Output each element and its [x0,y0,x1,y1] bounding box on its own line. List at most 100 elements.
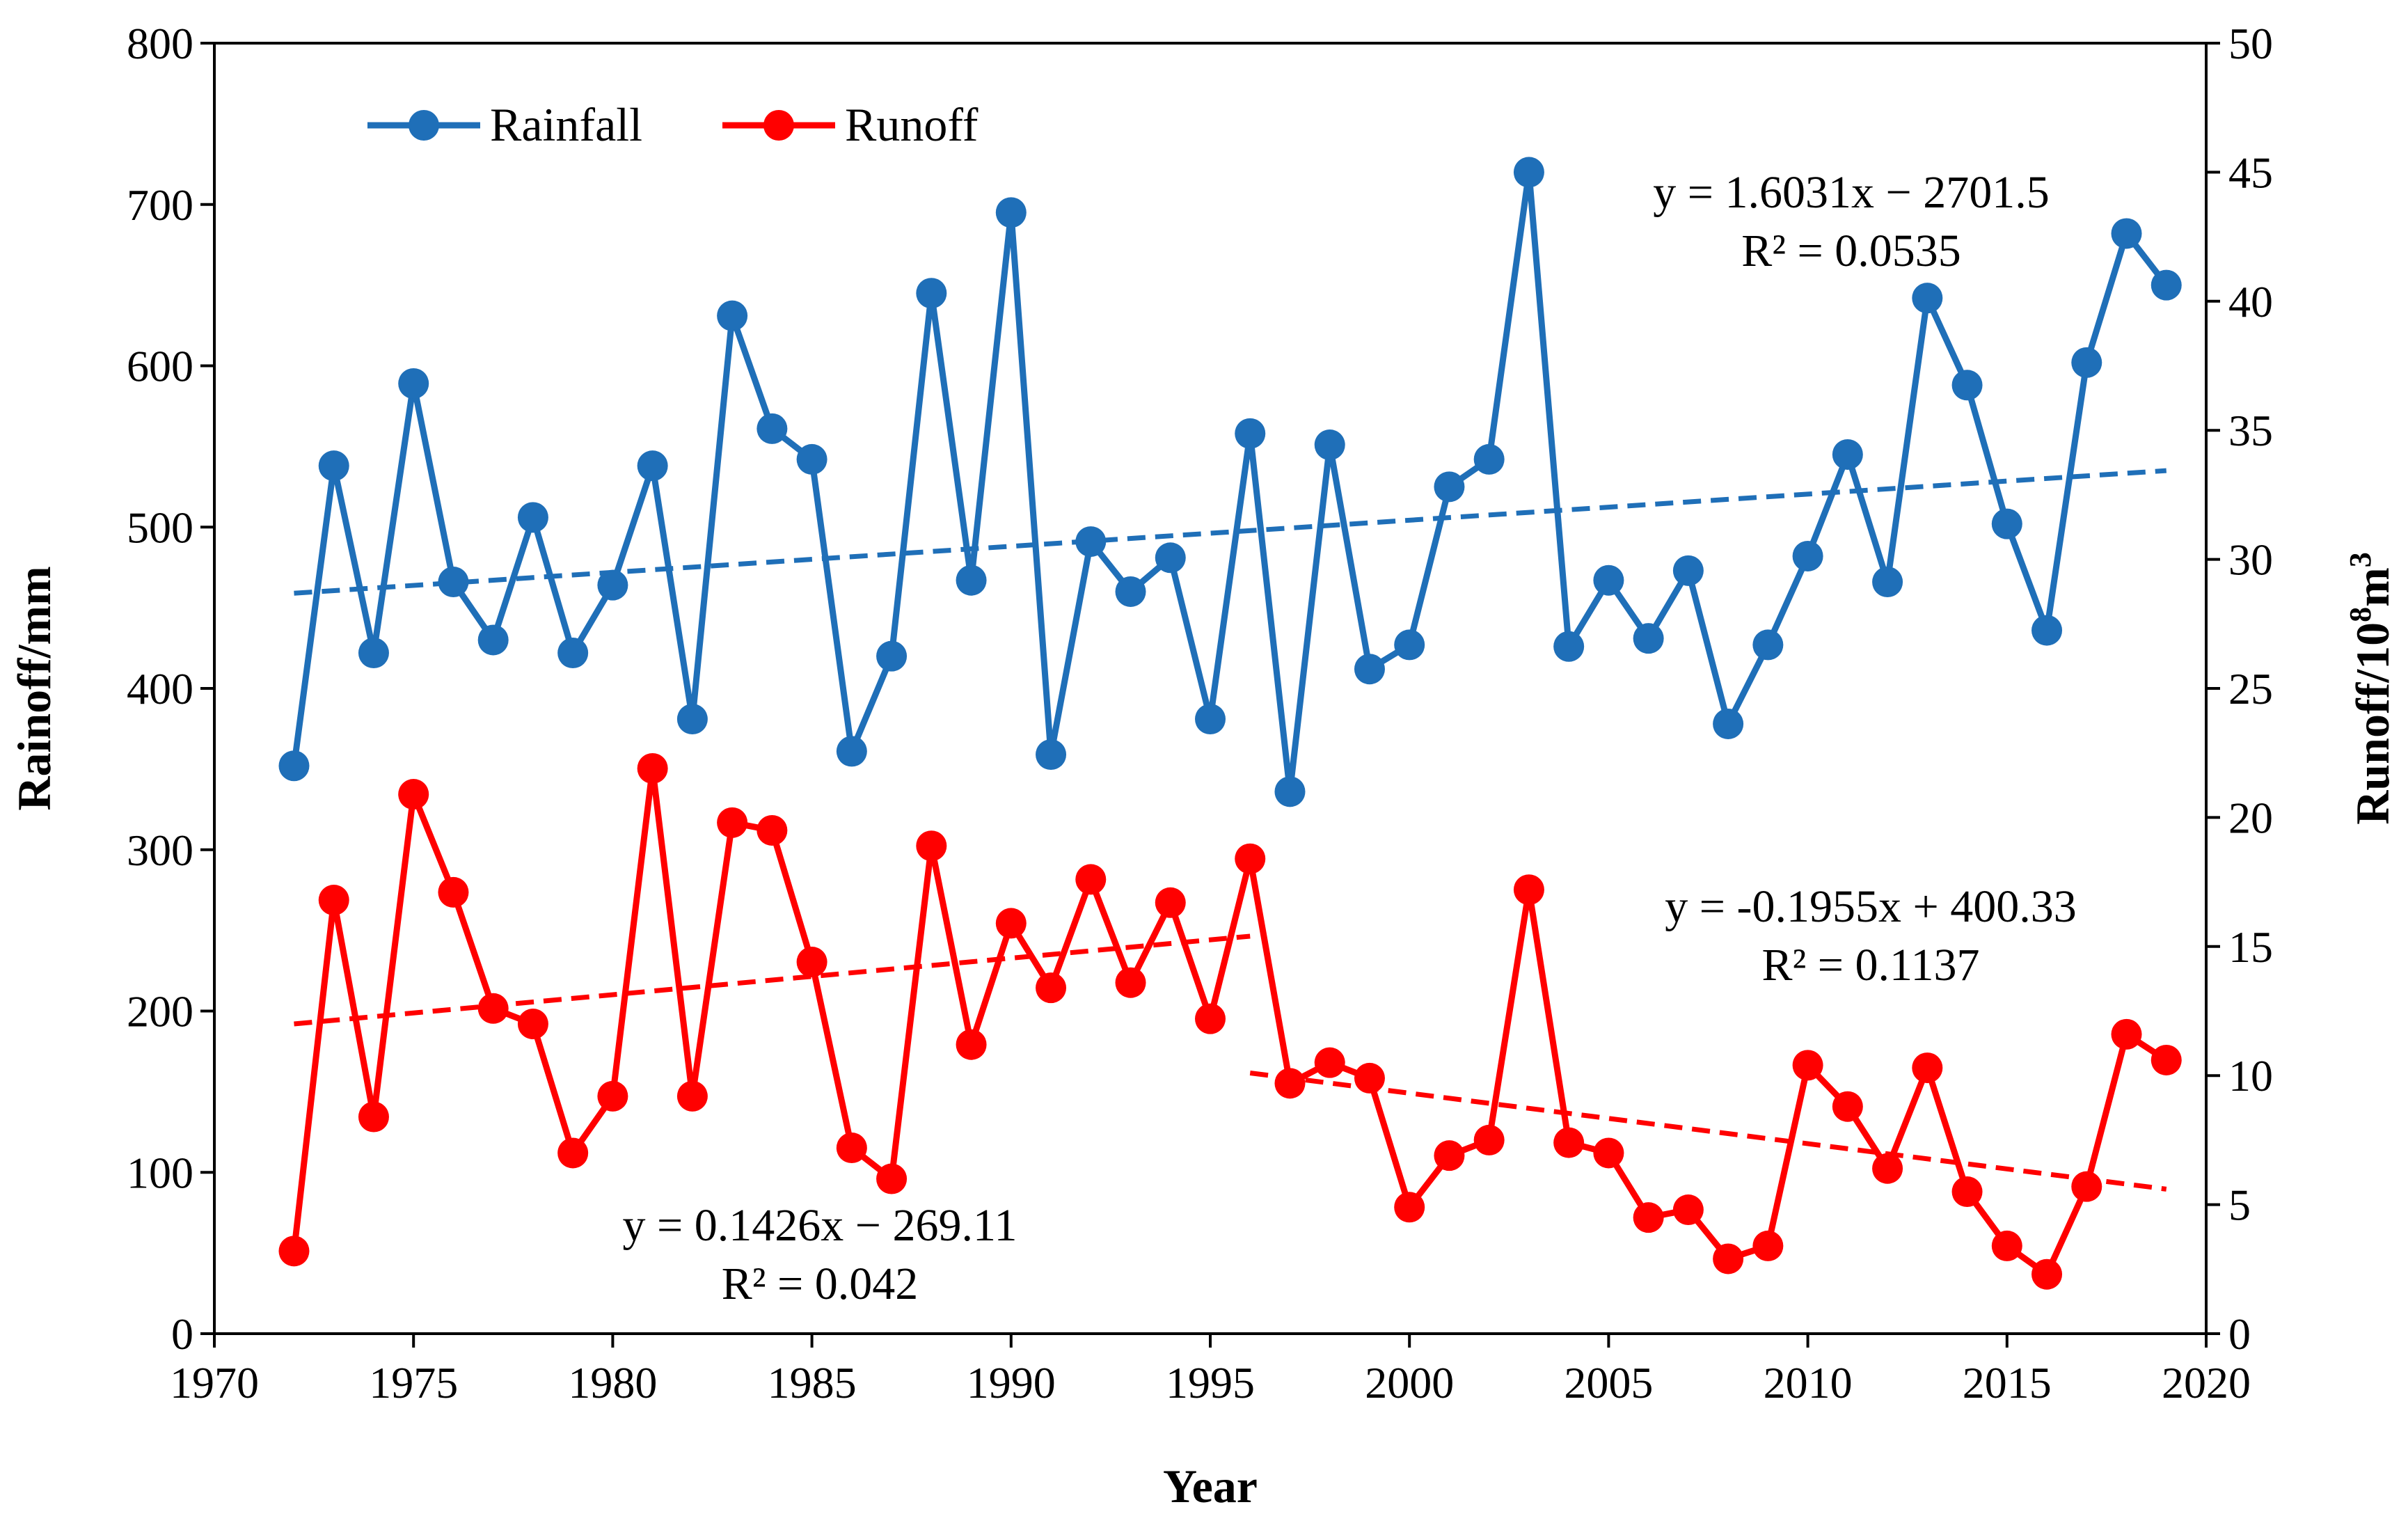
runoff-point [1713,1243,1744,1275]
x-tick-label: 2005 [1564,1358,1653,1407]
rainfall-point [2150,269,2182,301]
runoff-point [1235,843,1266,874]
rainfall-point [1553,631,1585,662]
rainfall-point [1912,283,1943,314]
y2-tick-label: 10 [2228,1051,2273,1100]
rainfall-point [2071,347,2102,378]
x-tick-label: 1975 [369,1358,458,1407]
rainfall-point [1872,567,1903,598]
rainfall-point [318,450,349,482]
runoff-point [477,993,509,1024]
x-tick-label: 2020 [2162,1358,2251,1407]
rainfall-point [1274,776,1306,807]
y2-axis-ticks: 0 5 10 15 20 25 30 35 40 45 50 [2206,19,2273,1359]
rainfall-point [1155,542,1186,574]
runoff-point [1792,1050,1823,1081]
y-tick-label: 800 [127,19,193,68]
runoff-point [1155,887,1186,918]
annotation-rainfall-trend: y = 1.6031x − 2701.5 R² = 0.0535 [1653,167,2049,276]
rainfall-point [1633,623,1664,654]
rainfall-point [796,443,827,475]
runoff-point [1394,1192,1425,1223]
y-tick-label: 600 [127,342,193,391]
annotation-rainfall-equation: y = 1.6031x − 2701.5 [1653,167,2049,218]
runoff-point [836,1133,867,1164]
y2-tick-label: 20 [2228,793,2273,842]
rainfall-point [1473,443,1505,475]
rainfall-point [1593,565,1624,596]
annotation-runoff-late-r2: R² = 0.1137 [1761,940,1979,991]
rainfall-point [757,413,788,444]
rainfall-point [477,624,509,656]
rainfall-point [1513,157,1544,188]
x-tick-label: 1970 [170,1358,259,1407]
runoff-point [1593,1137,1624,1169]
runoff-point [1115,967,1146,998]
runoff-point [757,814,788,846]
runoff-point [1434,1140,1465,1171]
legend-rainfall-label: Rainfall [490,98,642,151]
rainfall-point [2111,218,2142,249]
rainfall-point [1951,370,1983,401]
runoff-point [2031,1258,2063,1290]
runoff-point [1314,1047,1345,1078]
rainfall-point [1235,418,1266,449]
runoff-line [291,765,2169,1278]
annotation-runoff-early-equation: y = 0.1426x − 269.11 [623,1200,1017,1251]
trendline-runoff [294,933,1251,1027]
runoff-point [1832,1091,1863,1122]
legend-runoff-marker [763,110,794,141]
y2-tick-label: 5 [2228,1181,2251,1230]
x-tick-label: 1985 [768,1358,857,1407]
runoff-point [517,1009,548,1040]
runoff-point [318,885,349,916]
runoff-point [1951,1176,1983,1208]
rainfall-point [1075,526,1107,558]
y2-tick-label: 50 [2228,19,2273,68]
y-tick-label: 500 [127,503,193,552]
legend-runoff-label: Runoff [845,98,979,151]
runoff-point [876,1163,908,1194]
runoff-point [278,1236,310,1267]
rainfall-point [1354,654,1385,685]
rainfall-point [995,197,1027,228]
runoff-point [1752,1230,1784,1261]
y2-axis-title: Runoff/108m3 [2343,552,2399,825]
rainfall-point [398,368,429,399]
runoff-point [557,1137,589,1169]
rainfall-point [836,736,867,767]
y2-tick-label: 25 [2228,664,2273,713]
rainfall-point [637,450,668,482]
runoff-point [1473,1124,1505,1155]
rainfall-point [876,640,908,672]
runoff-point [1912,1052,1943,1084]
y-tick-label: 0 [171,1309,193,1359]
rainfall-point [1314,429,1345,461]
rainfall-point [438,567,469,598]
rainfall-point [916,278,947,309]
y2-tick-label: 15 [2228,922,2273,972]
rainfall-point [1752,629,1784,661]
x-tick-label: 1980 [568,1358,657,1407]
x-tick-label: 2015 [1963,1358,2052,1407]
runoff-point [916,830,947,862]
rainfall-point [1672,555,1704,586]
runoff-point [1075,864,1107,895]
runoff-point [1633,1202,1664,1233]
runoff-point [1991,1230,2022,1261]
legend-rainfall-marker [409,110,439,141]
annotation-runoff-early-r2: R² = 0.042 [722,1258,919,1309]
rainfall-point [278,750,310,782]
y-tick-label: 200 [127,987,193,1036]
series-layer [278,157,2182,1290]
y2-tick-label: 45 [2228,148,2273,197]
annotation-runoff-early-trend: y = 0.1426x − 269.11 R² = 0.042 [623,1200,1017,1309]
runoff-point [1195,1003,1226,1034]
runoff-point [956,1029,987,1060]
y-tick-label: 300 [127,826,193,875]
runoff-point [1513,874,1544,906]
rainfall-point [597,569,628,601]
runoff-point [2071,1171,2102,1202]
runoff-point [676,1080,708,1112]
